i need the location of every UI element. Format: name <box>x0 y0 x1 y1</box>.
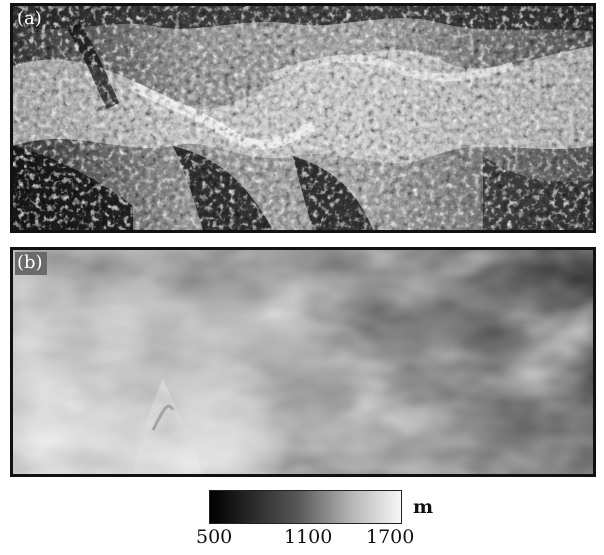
colorbar-tick-max: 1700 <box>366 526 415 548</box>
sar-terrain-image <box>13 6 593 230</box>
panel-a-label: (a) <box>17 8 42 29</box>
elevation-colorbar <box>209 490 402 524</box>
elevation-map-image <box>13 250 593 474</box>
colorbar-unit-label: m <box>413 496 434 518</box>
panel-b-label: (b) <box>15 252 47 275</box>
colorbar-tick-min: 500 <box>196 526 233 548</box>
elevation-map-panel: (b) <box>10 247 596 477</box>
colorbar-tick-mid: 1100 <box>284 526 333 548</box>
sar-image-panel: (a) <box>10 3 596 233</box>
